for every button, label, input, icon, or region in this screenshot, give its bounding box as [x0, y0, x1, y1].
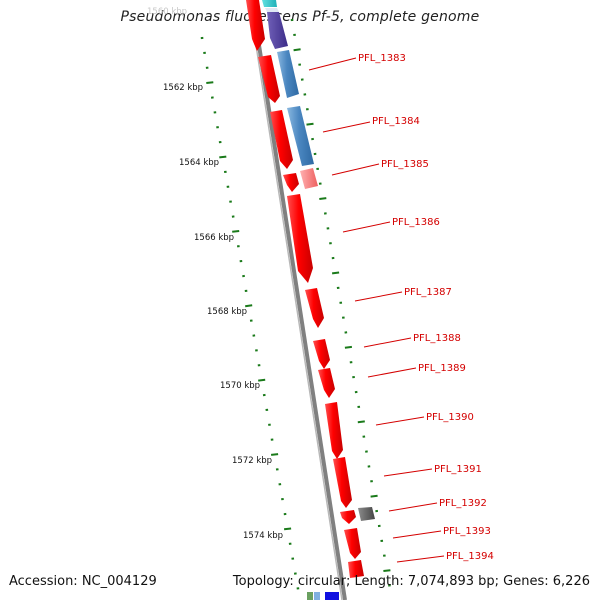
- locus-label[interactable]: PFL_1388: [413, 333, 461, 344]
- genome-summary-text: Topology: circular; Length: 7,074,893 bp…: [232, 574, 590, 589]
- leader-pfl-1393: [392, 530, 442, 539]
- scale-tick-major: [344, 345, 353, 349]
- locus-label[interactable]: PFL_1387: [404, 287, 452, 298]
- scale-labels: 1562 kbp 1564 kbp 1566 kbp 1568 kbp 1570…: [163, 83, 283, 541]
- scale-label: 1564 kbp: [179, 158, 219, 168]
- gene-feature-pfl-1391: [333, 457, 352, 508]
- faded-scale-label: 1560 kbp: [147, 7, 187, 17]
- gene-feature-pfl-1383-fwd: [258, 55, 280, 103]
- leader-pfl-1384: [322, 121, 371, 133]
- gene-feature-pfl-1388: [313, 339, 330, 369]
- gene-feature-partial-bottom-b: [314, 592, 320, 600]
- gene-feature-pfl-1389: [318, 368, 335, 398]
- scale-label: 1566 kbp: [194, 233, 234, 243]
- gene-feature-pfl-1393: [344, 528, 361, 559]
- scale-tick-major: [270, 453, 279, 456]
- scale-tick-major: [383, 569, 391, 572]
- gene-feature-partial-bottom-c: [325, 592, 339, 600]
- scale-tick-major: [206, 81, 214, 84]
- scale-tick-major: [357, 420, 365, 424]
- scale-tick-major: [245, 304, 253, 308]
- backbone-line: [250, 0, 347, 600]
- scale-tick-major: [293, 48, 301, 52]
- scale-tick-major: [331, 271, 340, 275]
- gene-feature-partial: [246, 0, 265, 51]
- leader-pfl-1390: [375, 416, 425, 426]
- leader-pfl-1392: [388, 502, 438, 512]
- feature-track: [246, 0, 375, 600]
- gene-feature-partial-teal: [262, 0, 277, 7]
- gene-feature-pfl-1384-fwd: [270, 110, 293, 169]
- scale-label: 1574 kbp: [243, 531, 283, 541]
- gene-feature-pfl-1385-fwd: [283, 173, 299, 192]
- scale-label: 1570 kbp: [220, 381, 260, 391]
- scale-tick-major: [319, 197, 327, 200]
- scale-tick-major: [370, 494, 378, 498]
- scale-label: 1568 kbp: [207, 307, 247, 317]
- scale-label: 1562 kbp: [163, 83, 203, 93]
- gene-feature-partial-bottom-a: [307, 592, 313, 600]
- leader-pfl-1394: [396, 555, 445, 563]
- leader-lines: [308, 57, 445, 563]
- gene-feature-pfl-1390: [325, 402, 343, 459]
- locus-label[interactable]: PFL_1384: [372, 116, 420, 127]
- leader-pfl-1385: [331, 163, 380, 176]
- scale-tick-major: [258, 378, 266, 382]
- scale-label: 1572 kbp: [232, 456, 272, 466]
- leader-pfl-1387: [354, 291, 403, 302]
- gene-feature-pfl-1387: [305, 288, 324, 328]
- leader-pfl-1386: [342, 221, 391, 233]
- gene-feature-pfl-1383-rev: [277, 50, 299, 98]
- backbone-shadow: [248, 0, 343, 600]
- locus-label[interactable]: PFL_1389: [418, 363, 466, 374]
- locus-label[interactable]: PFL_1383: [358, 53, 406, 64]
- leader-pfl-1388: [363, 337, 412, 348]
- gene-feature-pfl-1386: [287, 194, 313, 283]
- locus-label[interactable]: PFL_1385: [381, 159, 429, 170]
- gene-feature-pfl-1385-rev: [300, 168, 318, 189]
- leader-pfl-1391: [383, 468, 433, 477]
- scale-tick-major: [306, 122, 314, 126]
- leader-pfl-1389: [367, 367, 417, 378]
- gene-feature-partial-purple: [267, 12, 288, 49]
- scale-tick-major: [232, 230, 240, 233]
- gene-feature-pfl-1392-fwd: [340, 510, 356, 524]
- map-title: Pseudomonas fluorescens Pf-5, complete g…: [120, 9, 480, 25]
- gene-feature-partial-bg: [265, 8, 279, 12]
- accession-text: Accession: NC_004129: [9, 574, 157, 589]
- scale-tick-track-right: [290, 18, 391, 587]
- locus-label[interactable]: PFL_1394: [446, 551, 494, 562]
- locus-label[interactable]: PFL_1390: [426, 412, 474, 423]
- gene-feature-pfl-1394: [348, 560, 364, 578]
- locus-labels: PFL_1383 PFL_1384 PFL_1385 PFL_1386 PFL_…: [358, 53, 494, 562]
- locus-label[interactable]: PFL_1393: [443, 526, 491, 537]
- leader-pfl-1383: [308, 57, 357, 71]
- scale-tick-track-left: [200, 36, 300, 590]
- locus-label[interactable]: PFL_1392: [439, 498, 487, 509]
- locus-label[interactable]: PFL_1391: [434, 464, 482, 475]
- locus-label[interactable]: PFL_1386: [392, 217, 440, 228]
- scale-tick-major: [219, 155, 227, 159]
- scale-tick-major: [283, 527, 292, 531]
- gene-feature-pfl-1392-other: [358, 507, 375, 521]
- gene-feature-pfl-1384-rev: [287, 106, 314, 166]
